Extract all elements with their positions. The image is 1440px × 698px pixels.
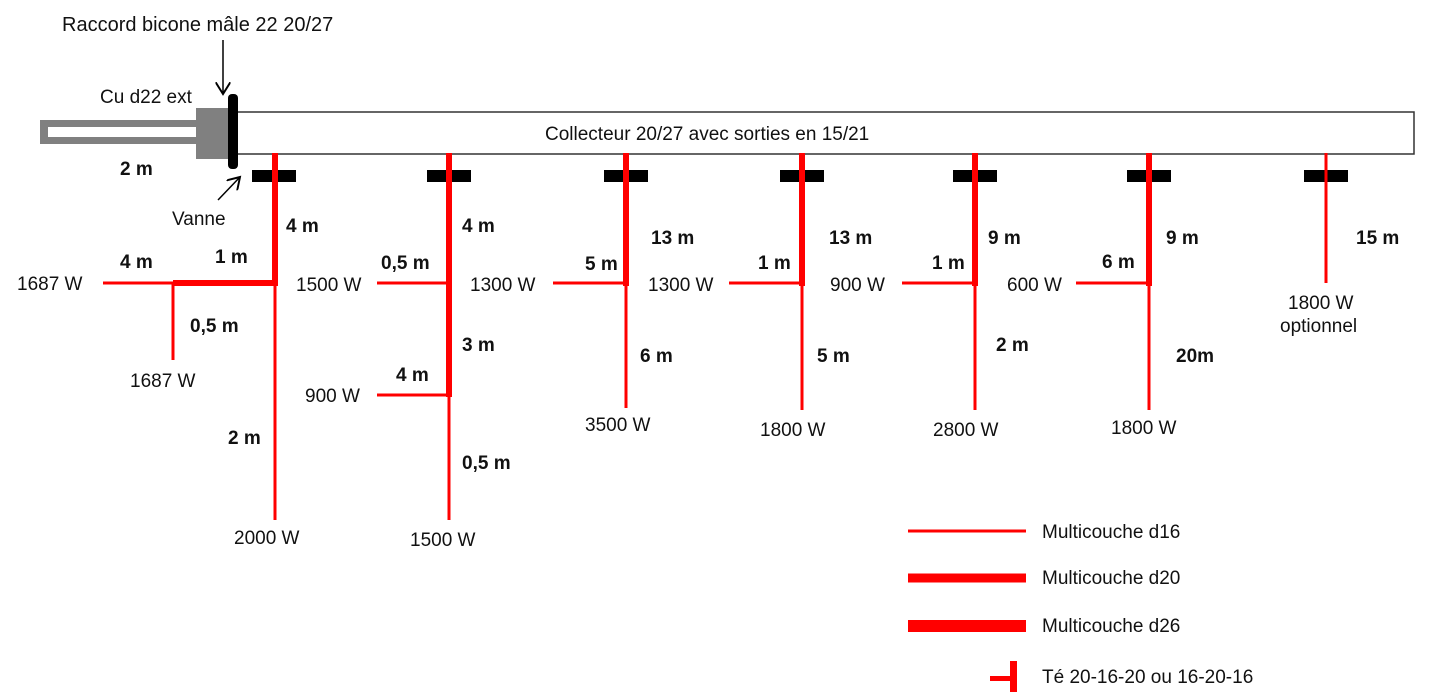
length-label: 4 m — [396, 365, 429, 386]
diagram-shape — [990, 676, 1011, 681]
length-label: 1 m — [215, 247, 248, 268]
length-label: 6 m — [640, 346, 673, 367]
diagram-shape — [1010, 661, 1017, 692]
length-label: 4 m — [120, 252, 153, 273]
tee-icon — [990, 661, 1017, 692]
legend-tee-label: Té 20-16-20 ou 16-20-16 — [1042, 667, 1253, 688]
power-label: 1500 W — [410, 530, 476, 551]
diagram-shape — [196, 108, 232, 159]
length-label: 20m — [1176, 346, 1214, 367]
length-label: 0,5 m — [462, 453, 511, 474]
title-label: Raccord bicone mâle 22 20/27 — [62, 14, 333, 36]
length-label: 5 m — [817, 346, 850, 367]
length-label: 5 m — [585, 254, 618, 275]
branch-1: 4 m 1 m 4 m 1687 W 0,5 m 1687 W 2 m 2000… — [17, 153, 319, 549]
length-label: 9 m — [988, 228, 1021, 249]
branch-2: 4 m 0,5 m 1500 W 3 m 4 m 900 W 0,5 m 150… — [296, 153, 511, 551]
length-label: 4 m — [462, 216, 495, 237]
length-label: 2 m — [996, 335, 1029, 356]
power-label: 1800 W — [1288, 293, 1354, 314]
branch-3: 13 m 5 m 1300 W 6 m 3500 W — [470, 153, 694, 436]
pipe-length: 2 m — [120, 159, 153, 180]
power-label: 1500 W — [296, 275, 362, 296]
power-label: 900 W — [830, 275, 885, 296]
length-label: 0,5 m — [381, 253, 430, 274]
collector-label: Collecteur 20/27 avec sorties en 15/21 — [545, 124, 869, 145]
power-label: 1300 W — [470, 275, 536, 296]
legend-d16-label: Multicouche d16 — [1042, 522, 1180, 543]
valve-label: Vanne — [172, 209, 226, 230]
length-label: 6 m — [1102, 252, 1135, 273]
valve-arrow — [217, 177, 240, 201]
length-label: 13 m — [829, 228, 872, 249]
branch-5: 9 m 1 m 900 W 2 m 2800 W — [830, 153, 1029, 441]
power-label: 2000 W — [234, 528, 300, 549]
power-label: optionnel — [1280, 316, 1357, 337]
power-label: 1800 W — [1111, 418, 1177, 439]
legend-d20-label: Multicouche d20 — [1042, 568, 1180, 589]
length-label: 1 m — [758, 253, 791, 274]
power-label: 1687 W — [130, 371, 196, 392]
power-label: 2800 W — [933, 420, 999, 441]
legend-d26-label: Multicouche d26 — [1042, 616, 1180, 637]
power-label: 900 W — [305, 386, 360, 407]
legend: Multicouche d16 Multicouche d20 Multicou… — [908, 522, 1253, 692]
power-label: 1687 W — [17, 274, 83, 295]
branch-6: 9 m 6 m 600 W 20m 1800 W — [1007, 153, 1214, 439]
branch-7: 15 m 1800 W optionnel — [1280, 153, 1399, 337]
power-label: 600 W — [1007, 275, 1062, 296]
power-label: 1800 W — [760, 420, 826, 441]
length-label: 3 m — [462, 335, 495, 356]
length-label: 0,5 m — [190, 316, 239, 337]
pipe-label: Cu d22 ext — [100, 87, 193, 108]
length-label: 1 m — [932, 253, 965, 274]
branch-4: 13 m 1 m 1300 W 5 m 1800 W — [648, 153, 872, 441]
length-label: 13 m — [651, 228, 694, 249]
power-label: 3500 W — [585, 415, 651, 436]
copper-pipe — [40, 108, 232, 159]
valve — [228, 94, 238, 169]
length-label: 2 m — [228, 428, 261, 449]
diagram-shape — [48, 127, 196, 137]
power-label: 1300 W — [648, 275, 714, 296]
length-label: 9 m — [1166, 228, 1199, 249]
length-label: 15 m — [1356, 228, 1399, 249]
collector — [235, 111, 1415, 155]
length-label: 4 m — [286, 216, 319, 237]
